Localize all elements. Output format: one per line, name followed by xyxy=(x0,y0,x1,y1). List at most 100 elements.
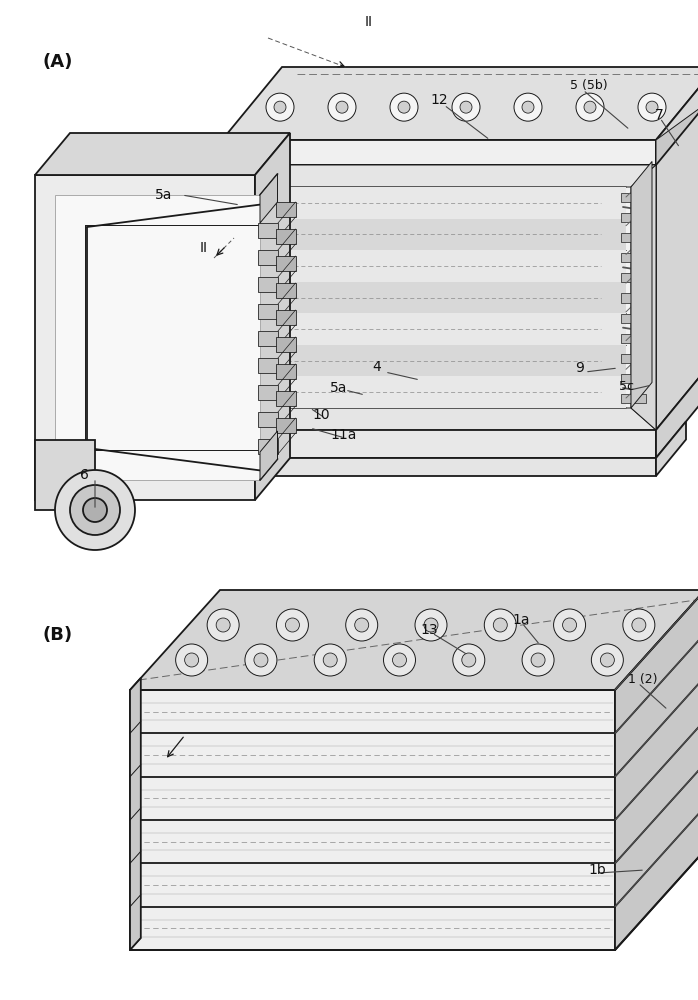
Polygon shape xyxy=(258,412,278,427)
Text: (A): (A) xyxy=(42,53,73,71)
Text: 1b: 1b xyxy=(588,863,606,877)
Polygon shape xyxy=(276,283,295,298)
Polygon shape xyxy=(238,253,252,262)
Circle shape xyxy=(398,101,410,113)
Text: 4: 4 xyxy=(372,360,380,374)
Polygon shape xyxy=(238,354,252,363)
Polygon shape xyxy=(70,495,80,525)
Polygon shape xyxy=(238,213,252,222)
Circle shape xyxy=(274,101,286,113)
Circle shape xyxy=(176,644,207,676)
Circle shape xyxy=(185,653,199,667)
Circle shape xyxy=(638,93,666,121)
Text: 13: 13 xyxy=(420,623,438,637)
Circle shape xyxy=(346,609,378,641)
Polygon shape xyxy=(255,345,626,376)
Polygon shape xyxy=(258,358,278,373)
Text: 6: 6 xyxy=(80,468,89,482)
Polygon shape xyxy=(621,314,646,323)
Polygon shape xyxy=(621,273,646,282)
Text: 9: 9 xyxy=(575,361,584,375)
Circle shape xyxy=(460,101,472,113)
Circle shape xyxy=(623,609,655,641)
Polygon shape xyxy=(276,229,295,244)
Circle shape xyxy=(266,93,294,121)
Polygon shape xyxy=(621,394,646,403)
Polygon shape xyxy=(222,430,656,458)
Polygon shape xyxy=(656,357,698,458)
Text: 7: 7 xyxy=(655,108,664,122)
Polygon shape xyxy=(255,250,626,282)
Circle shape xyxy=(323,653,337,667)
Circle shape xyxy=(453,644,485,676)
Polygon shape xyxy=(238,293,252,303)
Polygon shape xyxy=(260,174,278,223)
Circle shape xyxy=(591,644,623,676)
Polygon shape xyxy=(276,256,295,271)
Circle shape xyxy=(216,618,230,632)
Polygon shape xyxy=(130,690,615,950)
Polygon shape xyxy=(276,337,295,352)
Polygon shape xyxy=(656,67,698,165)
Circle shape xyxy=(584,101,596,113)
Polygon shape xyxy=(35,133,290,175)
Polygon shape xyxy=(130,678,141,950)
Text: 5a: 5a xyxy=(155,188,172,202)
Polygon shape xyxy=(222,67,698,140)
Circle shape xyxy=(600,653,614,667)
Polygon shape xyxy=(238,374,252,383)
Polygon shape xyxy=(258,304,278,319)
Polygon shape xyxy=(276,202,295,217)
Circle shape xyxy=(328,93,356,121)
Polygon shape xyxy=(35,440,95,510)
Polygon shape xyxy=(238,273,252,282)
Polygon shape xyxy=(258,250,278,265)
Polygon shape xyxy=(621,193,646,202)
Circle shape xyxy=(83,498,107,522)
Text: 1 (2): 1 (2) xyxy=(628,674,658,686)
Circle shape xyxy=(576,93,604,121)
Polygon shape xyxy=(276,310,295,325)
Polygon shape xyxy=(222,458,656,476)
Polygon shape xyxy=(255,376,626,408)
Circle shape xyxy=(462,653,476,667)
Circle shape xyxy=(276,609,309,641)
Polygon shape xyxy=(631,161,652,408)
Polygon shape xyxy=(238,394,252,403)
Circle shape xyxy=(70,485,120,535)
Circle shape xyxy=(392,653,406,667)
Text: 5 (5b): 5 (5b) xyxy=(570,79,608,92)
Circle shape xyxy=(415,609,447,641)
Polygon shape xyxy=(255,187,626,219)
Circle shape xyxy=(531,653,545,667)
Polygon shape xyxy=(276,364,295,379)
Polygon shape xyxy=(621,334,646,343)
Circle shape xyxy=(254,653,268,667)
Circle shape xyxy=(493,618,507,632)
Polygon shape xyxy=(258,277,278,292)
Text: II: II xyxy=(200,241,208,255)
Circle shape xyxy=(554,609,586,641)
Polygon shape xyxy=(35,175,255,500)
Polygon shape xyxy=(238,314,252,323)
Circle shape xyxy=(646,101,658,113)
Polygon shape xyxy=(260,431,278,480)
Polygon shape xyxy=(621,233,646,242)
Circle shape xyxy=(383,644,415,676)
Circle shape xyxy=(355,618,369,632)
Circle shape xyxy=(452,93,480,121)
Circle shape xyxy=(336,101,348,113)
Polygon shape xyxy=(238,193,252,202)
Polygon shape xyxy=(55,195,260,480)
Polygon shape xyxy=(258,385,278,400)
Polygon shape xyxy=(276,391,295,406)
Circle shape xyxy=(285,618,299,632)
Text: 5a: 5a xyxy=(330,381,348,395)
Text: 10: 10 xyxy=(312,408,329,422)
Text: (B): (B) xyxy=(42,626,72,644)
Polygon shape xyxy=(258,439,278,454)
Polygon shape xyxy=(621,374,646,383)
Circle shape xyxy=(514,93,542,121)
Polygon shape xyxy=(222,408,656,430)
Circle shape xyxy=(522,644,554,676)
